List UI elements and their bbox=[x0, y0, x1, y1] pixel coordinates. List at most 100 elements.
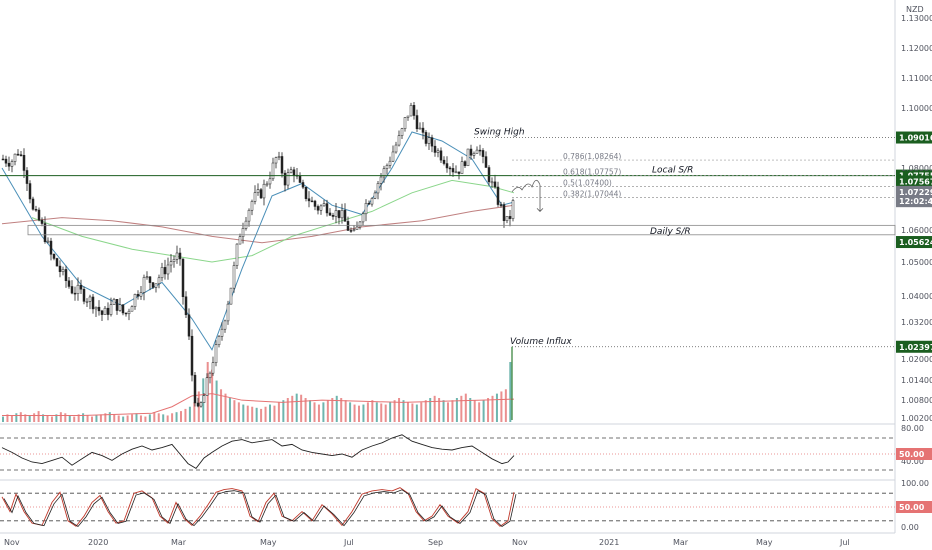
candle-body bbox=[427, 137, 431, 144]
candle-body bbox=[64, 269, 68, 282]
volume-bar bbox=[242, 404, 245, 422]
volume-bar bbox=[42, 414, 45, 422]
volume-bar bbox=[264, 406, 267, 422]
candle-body bbox=[466, 148, 470, 167]
candle-body bbox=[508, 216, 512, 219]
candle-body bbox=[415, 115, 419, 130]
candle-body bbox=[265, 183, 269, 186]
candle-body bbox=[388, 160, 392, 166]
candle-body bbox=[352, 229, 356, 231]
candle-body bbox=[157, 277, 161, 284]
volume-bar bbox=[166, 415, 169, 422]
candle-body bbox=[250, 201, 254, 211]
volume-bar bbox=[322, 402, 325, 422]
sma-long-line bbox=[1, 204, 515, 244]
volume-bar bbox=[424, 400, 427, 422]
candle-body bbox=[37, 209, 41, 221]
candle-body bbox=[22, 155, 26, 171]
candle-body bbox=[25, 170, 29, 184]
candle-body bbox=[436, 150, 440, 153]
candle-body bbox=[196, 402, 200, 407]
candle-body bbox=[103, 307, 107, 315]
candle-body bbox=[298, 175, 302, 183]
candle-body bbox=[268, 178, 272, 185]
price-tick-label: 1.03200 bbox=[901, 318, 932, 327]
volume-bar bbox=[500, 391, 503, 422]
candle-body bbox=[313, 200, 317, 207]
volume-bar bbox=[309, 400, 312, 422]
candle-body bbox=[226, 303, 230, 322]
volume-bar bbox=[82, 413, 85, 422]
volume-bar bbox=[433, 395, 436, 422]
candle-body bbox=[331, 214, 335, 217]
price-tag-label: 12:02:41 bbox=[899, 197, 932, 206]
candle-body bbox=[28, 183, 32, 200]
price-candles bbox=[1, 101, 515, 408]
candle-body bbox=[340, 210, 344, 219]
volume-bar bbox=[64, 413, 67, 422]
rsi-line bbox=[1, 434, 515, 469]
candle-body bbox=[49, 240, 53, 255]
candle-body bbox=[133, 294, 137, 307]
candle-body bbox=[346, 221, 350, 231]
volume-bar bbox=[144, 416, 147, 422]
candle-body bbox=[55, 258, 59, 267]
candle-body bbox=[100, 310, 104, 315]
rsi-value-tag bbox=[896, 448, 932, 460]
volume-bar bbox=[380, 403, 383, 422]
annotation-label: Daily S/R bbox=[650, 227, 691, 237]
candle-body bbox=[502, 204, 506, 221]
volume-bar bbox=[28, 415, 31, 422]
volume-bar bbox=[353, 404, 356, 422]
price-tag-label: 1.07229 bbox=[899, 188, 932, 197]
volume-bar bbox=[86, 415, 89, 422]
volume-bar bbox=[95, 415, 98, 422]
candle-body bbox=[208, 372, 212, 379]
volume-bar bbox=[469, 398, 472, 422]
candle-body bbox=[34, 209, 38, 211]
candle-body bbox=[385, 165, 389, 169]
volume-bar bbox=[193, 402, 196, 422]
candle-body bbox=[496, 186, 500, 205]
sma-slow-line bbox=[31, 179, 515, 263]
volume-bar bbox=[104, 413, 107, 422]
candle-body bbox=[166, 264, 170, 275]
candle-body bbox=[235, 243, 239, 266]
candle-body bbox=[391, 151, 395, 162]
volume-bar bbox=[384, 404, 387, 422]
price-tag-label: 1.02397 bbox=[899, 343, 932, 352]
price-tick-label: 1.13000 bbox=[901, 14, 932, 23]
candle-body bbox=[442, 159, 446, 164]
price-tick-label: 1.08000 bbox=[901, 164, 932, 173]
candle-body bbox=[316, 206, 320, 211]
volume-bar bbox=[375, 402, 378, 422]
time-tick-label: Sep bbox=[428, 538, 443, 547]
candle-body bbox=[238, 236, 242, 245]
candle-body bbox=[142, 277, 146, 293]
volume-bar bbox=[153, 412, 156, 422]
volume-bar bbox=[358, 405, 360, 422]
candle-body bbox=[43, 223, 47, 243]
volume-bar bbox=[300, 394, 303, 422]
candle-body bbox=[16, 153, 20, 156]
stoch-d-line bbox=[3, 489, 517, 528]
candle-body bbox=[373, 192, 377, 199]
candle-body bbox=[364, 202, 368, 215]
candle-body bbox=[289, 169, 293, 173]
volume-bar bbox=[478, 402, 481, 422]
candle-body bbox=[409, 105, 413, 117]
rsi-axis-bottom: 40.00 bbox=[901, 457, 924, 466]
price-tag bbox=[896, 340, 932, 353]
price-tag-label: 1.05624 bbox=[899, 238, 932, 247]
time-axis: Nov 2020 Mar May Jul Sep Nov 2021 Mar May Jul bbox=[4, 538, 850, 547]
candle-body bbox=[301, 182, 305, 188]
candle-body bbox=[304, 186, 308, 199]
volume-bar bbox=[335, 395, 338, 422]
candle-body bbox=[163, 267, 167, 275]
volume-bar bbox=[473, 400, 476, 422]
candle-body bbox=[337, 210, 341, 219]
fib-level-label: 0.618(1.07757) bbox=[563, 168, 621, 177]
volume-bar bbox=[135, 413, 138, 422]
candle-body bbox=[127, 310, 131, 314]
